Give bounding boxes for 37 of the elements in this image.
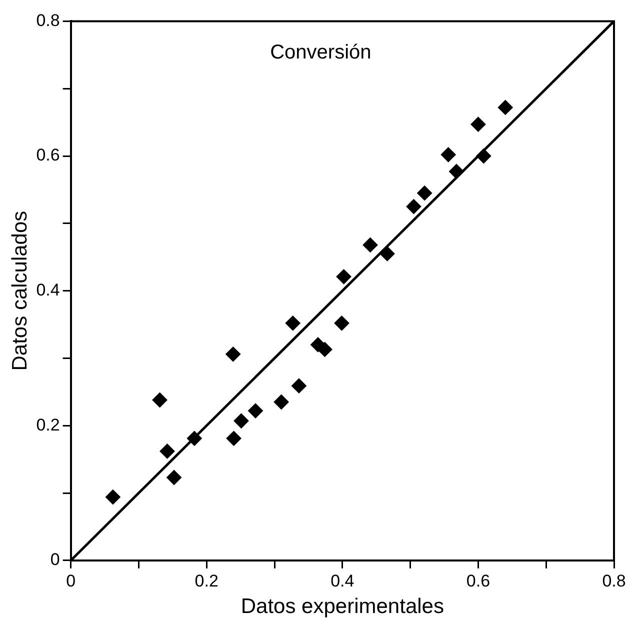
point	[476, 148, 492, 164]
x-tick-label: 0.4	[330, 571, 354, 590]
point	[498, 100, 513, 115]
point	[285, 316, 300, 331]
point	[448, 164, 464, 179]
point	[105, 490, 120, 505]
point	[440, 147, 456, 162]
point	[186, 430, 202, 446]
x-tick-label: 0.2	[194, 571, 218, 590]
point	[380, 246, 395, 262]
point	[152, 392, 168, 408]
point	[226, 430, 242, 446]
point	[248, 403, 264, 418]
point	[317, 342, 332, 357]
y-tick-label: 0.4	[36, 280, 60, 300]
point	[226, 346, 241, 362]
x-tick-label: 0.6	[466, 571, 490, 590]
y-tick-label: 0.8	[36, 10, 60, 30]
y-tick-label: 0.6	[36, 146, 60, 165]
point	[274, 394, 289, 410]
point	[334, 316, 350, 331]
x-axis-title: Datos experimentales	[240, 595, 444, 618]
point	[362, 237, 378, 252]
y-tick-label: 0.2	[36, 415, 60, 434]
point	[291, 378, 306, 394]
point	[336, 269, 352, 284]
point	[417, 186, 432, 201]
point	[406, 199, 422, 214]
x-tick-label: 0	[66, 571, 76, 590]
y-tick-label: 0	[50, 550, 60, 570]
y-axis-title: Datos calculados	[8, 210, 32, 371]
point	[234, 413, 249, 428]
point	[470, 116, 486, 132]
point	[166, 470, 182, 485]
point	[160, 444, 175, 459]
text: Conversión	[270, 42, 372, 64]
x-tick-label: 0.8	[602, 571, 626, 590]
